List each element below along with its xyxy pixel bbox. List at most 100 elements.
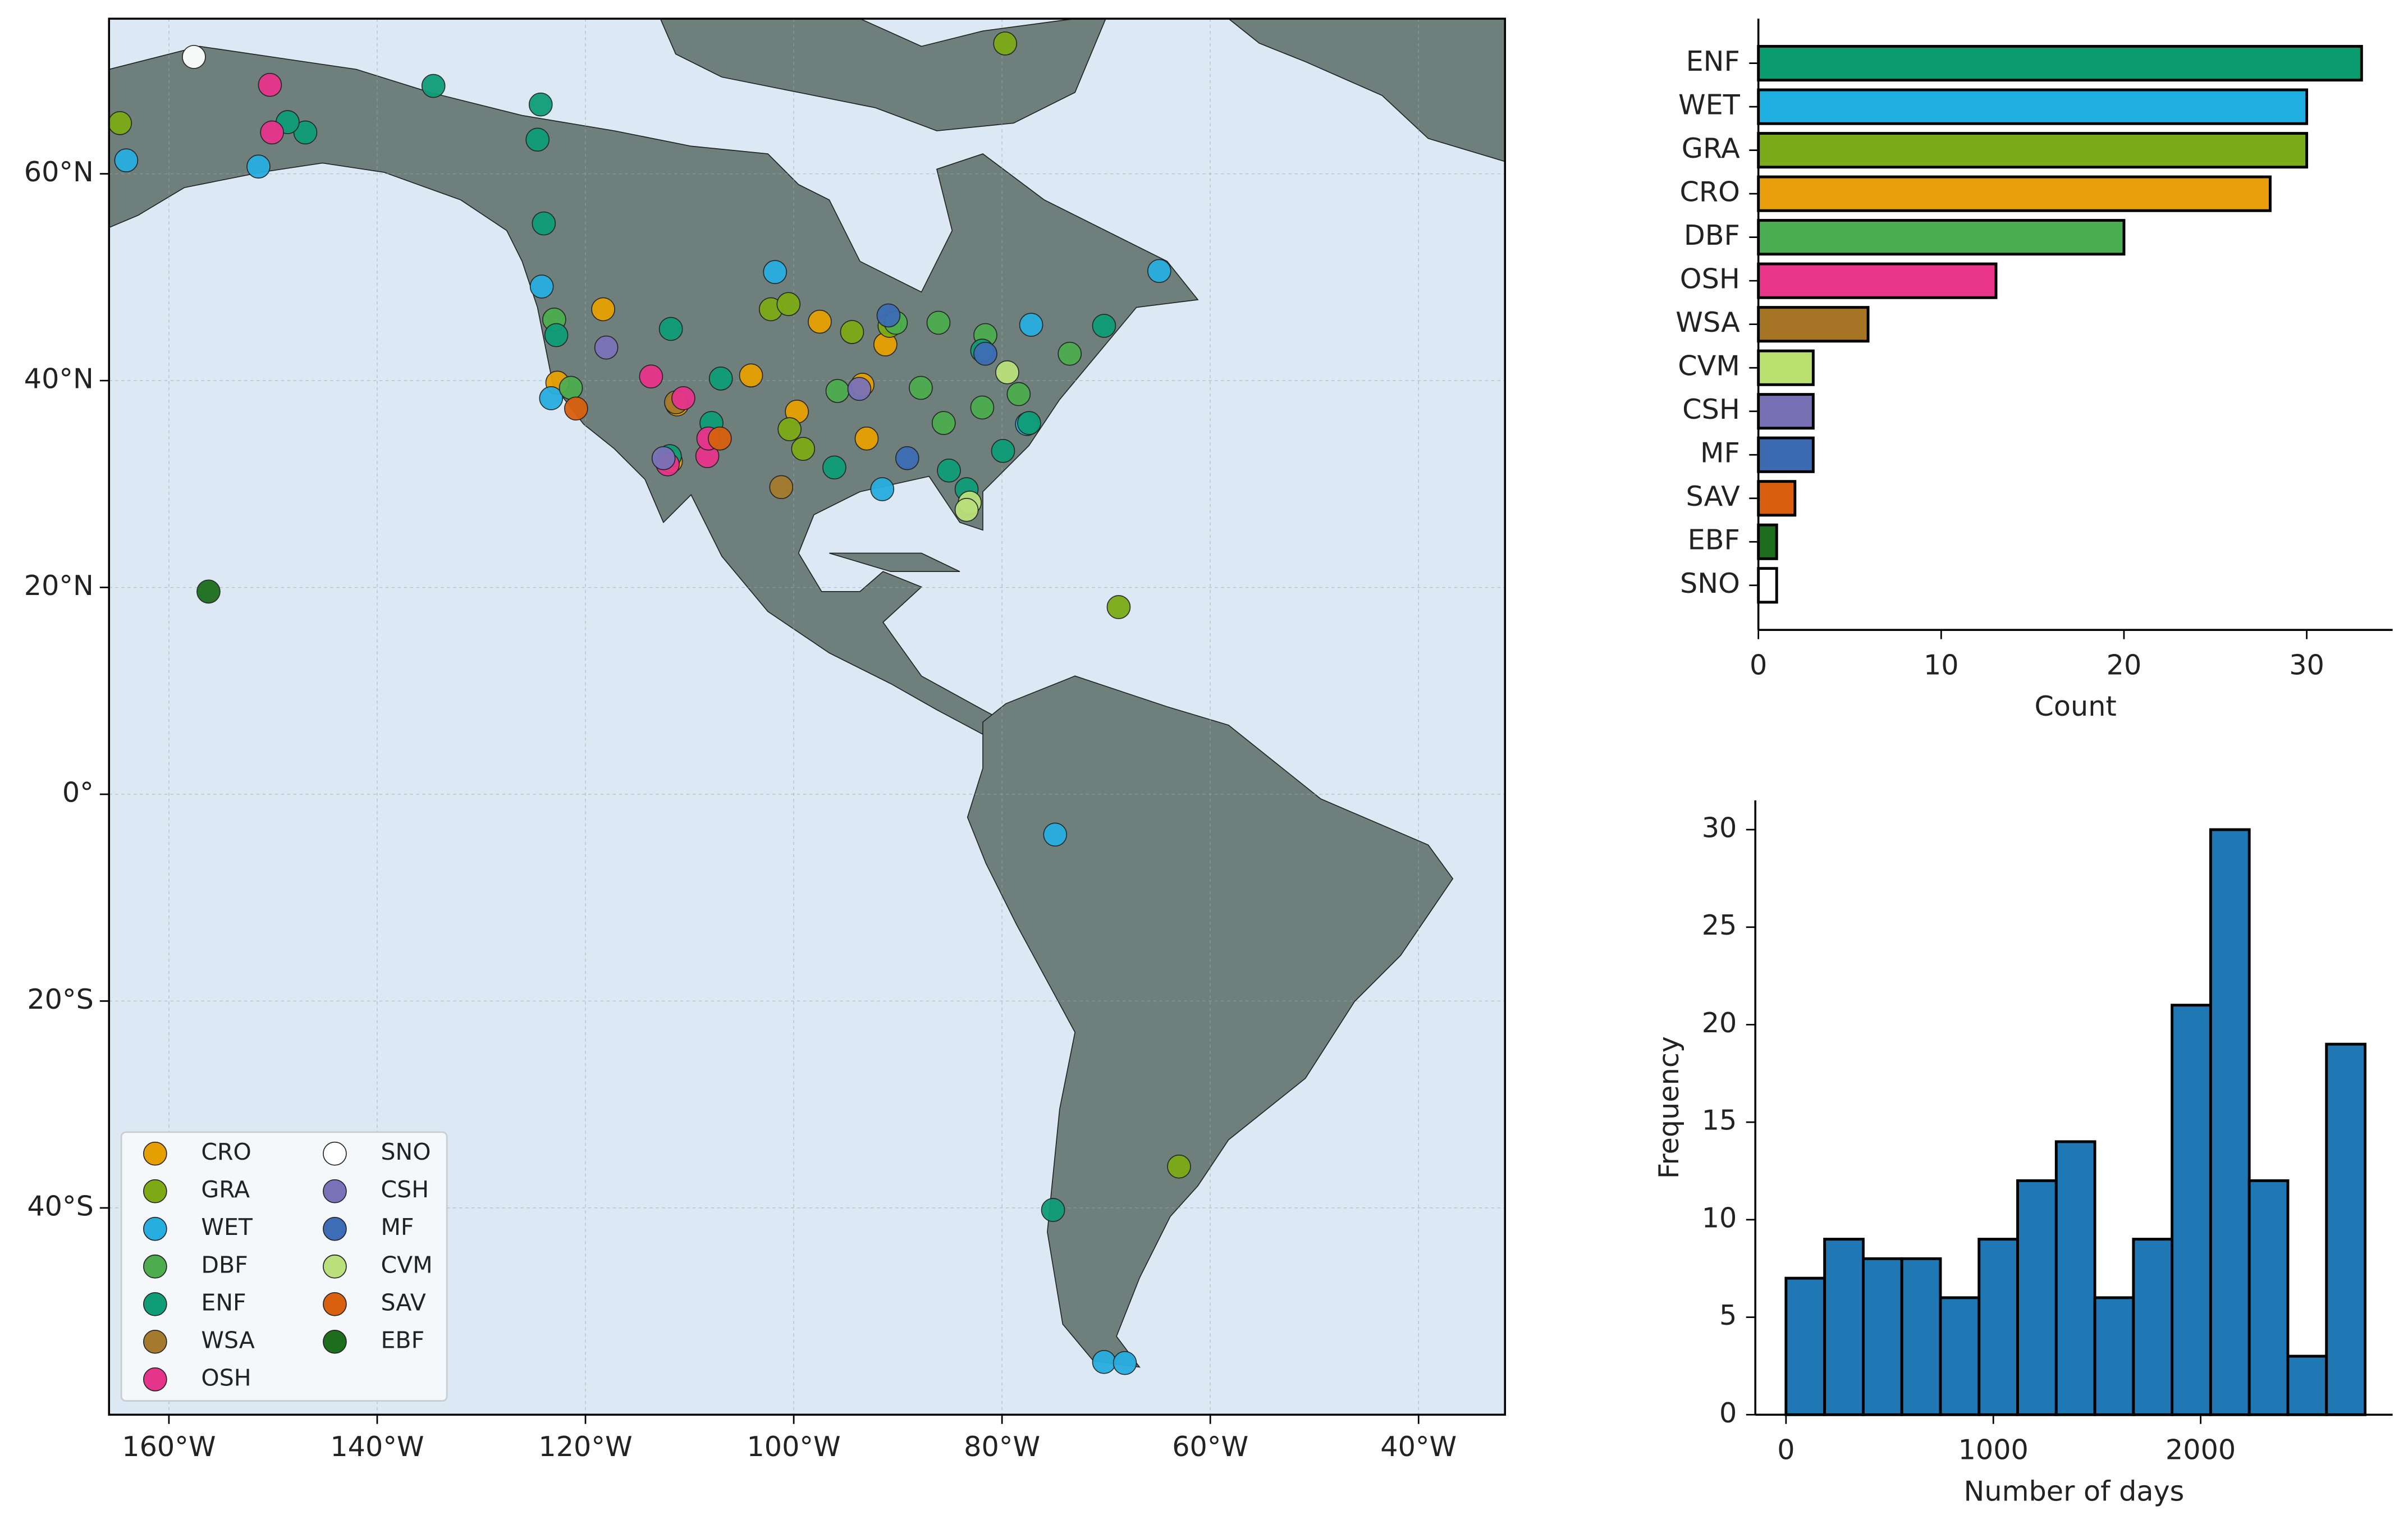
y-tick-label: 0 (1719, 1397, 1737, 1429)
legend-label: WET (201, 1214, 253, 1241)
site-point (1147, 259, 1171, 283)
histogram-bar (1977, 1238, 2019, 1416)
site-point (258, 72, 282, 97)
legend-marker (143, 1254, 167, 1279)
bar (1757, 45, 2363, 82)
legend-label: SAV (381, 1289, 426, 1316)
legend-label: SNO (381, 1138, 431, 1165)
site-point (1092, 1349, 1116, 1374)
y-tick-label: 15 (1702, 1104, 1737, 1137)
bar (1757, 567, 1778, 604)
y-tick-label: 40°S (27, 1189, 94, 1222)
x-tick-label: 120°W (538, 1430, 632, 1463)
y-tick-label: CRO (1680, 176, 1740, 208)
site-point (1006, 382, 1031, 406)
x-tick-label: 100°W (747, 1430, 840, 1463)
site-point (763, 260, 788, 284)
legend-box (120, 1131, 448, 1402)
y-tick-label: WSA (1675, 306, 1740, 338)
site-point (529, 274, 554, 299)
histogram-bar (2054, 1140, 2096, 1416)
legend-label: MF (381, 1214, 414, 1241)
x-axis-label: Count (2035, 690, 2117, 722)
y-tick-label: GRA (1682, 132, 1740, 164)
site-point (108, 111, 132, 135)
bar (1757, 436, 1815, 473)
site-point (777, 417, 802, 441)
y-tick-label: 5 (1719, 1299, 1737, 1331)
y-tick-label: EBF (1688, 524, 1740, 556)
site-point (825, 379, 850, 403)
site-point (1019, 313, 1043, 337)
histogram-bar (1861, 1257, 1903, 1416)
legend-marker (323, 1329, 347, 1354)
histogram-bar (1823, 1238, 1865, 1416)
site-point (791, 437, 816, 461)
site-point (293, 120, 318, 145)
site-point (909, 376, 933, 400)
y-tick-label: 20°S (27, 983, 94, 1015)
x-tick-label: 10 (1924, 648, 1959, 681)
site-point (1106, 595, 1131, 619)
y-tick-label: 10 (1702, 1201, 1737, 1234)
legend-marker (143, 1141, 167, 1166)
site-point (591, 297, 615, 322)
site-point (246, 154, 271, 179)
site-point (1041, 1198, 1065, 1222)
site-point (840, 320, 864, 344)
site-point (639, 364, 663, 389)
y-tick-label: 0° (62, 776, 94, 808)
x-axis-label: Number of days (1964, 1475, 2185, 1507)
site-point (769, 475, 794, 500)
legend: CRO GRA WET DBF ENF WSA OSH SNO CSH MF CVM SAV EBF (120, 1131, 448, 1402)
site-point (808, 309, 832, 334)
site-point (525, 127, 550, 152)
site-point (1043, 822, 1068, 847)
bar (1757, 523, 1778, 560)
site-point (970, 395, 995, 420)
legend-marker (143, 1329, 167, 1354)
site-point (658, 317, 683, 341)
y-tick-label: 60°N (24, 155, 94, 188)
site-point (564, 396, 588, 421)
site-point (528, 92, 553, 117)
y-tick-label: CVM (1678, 350, 1740, 382)
y-tick-label: 20°N (24, 569, 94, 602)
site-point (651, 446, 676, 470)
site-point (993, 31, 1018, 56)
site-point (1113, 1351, 1137, 1375)
site-point (594, 335, 619, 360)
x-tick-label: 140°W (330, 1430, 424, 1463)
x-tick-label: 40°W (1380, 1430, 1457, 1463)
site-point (260, 120, 284, 145)
north-america (109, 45, 1199, 735)
legend-label: CSH (381, 1176, 429, 1203)
y-tick-label: CSH (1682, 393, 1740, 425)
x-tick-label: 0 (1777, 1433, 1794, 1466)
site-point (995, 360, 1019, 385)
site-point (739, 363, 763, 388)
x-tick-label: 60°W (1172, 1430, 1248, 1463)
histogram-bar (2016, 1179, 2058, 1416)
y-axis-label: Frequency (1652, 1036, 1685, 1179)
bar (1757, 132, 2309, 169)
site-point (991, 438, 1015, 463)
legend-label: OSH (201, 1364, 251, 1391)
site-point (1167, 1154, 1191, 1179)
site-point (196, 579, 221, 604)
y-tick-label: ENF (1686, 45, 1740, 77)
site-point (182, 45, 206, 69)
legend-label: WSA (201, 1326, 254, 1353)
site-point (671, 386, 695, 410)
y-tick-label: 30 (1702, 812, 1737, 844)
legend-marker (143, 1292, 167, 1316)
site-point (558, 376, 583, 400)
histogram-bar (2325, 1042, 2366, 1416)
site-point (954, 498, 979, 522)
x-tick-label: 1000 (1958, 1433, 2029, 1466)
site-point (926, 310, 951, 335)
y-tick-label: DBF (1684, 219, 1740, 251)
legend-marker (323, 1254, 347, 1279)
legend-marker (143, 1179, 167, 1203)
